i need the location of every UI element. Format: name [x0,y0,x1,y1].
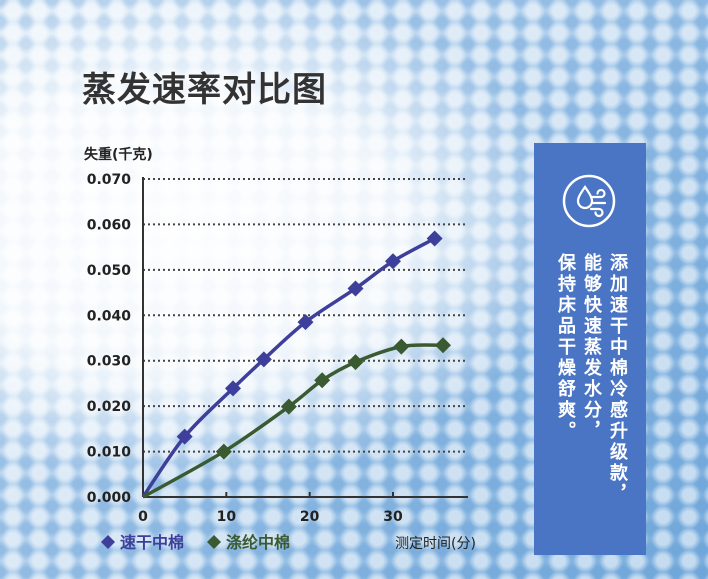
feature-line-3: 保持床品干燥舒爽。 [555,253,576,442]
data-point-1 [176,428,193,445]
data-point-1 [426,230,443,247]
y-tick-labels: 0.000 0.010 0.020 0.030 0.040 0.050 0.060 0.070 [87,172,132,506]
x-tick-label: 30 [383,509,403,525]
data-point-2 [215,443,232,460]
data-point-2 [280,398,297,415]
y-axis-label: 失重(千克) [84,146,153,163]
x-tick-label: 10 [217,509,237,525]
wind-drop-icon [562,174,616,228]
x-axis-label: 测定时间(分) [395,536,476,552]
page-title: 蒸发速率对比图 [82,70,327,110]
x-tick-label: 20 [300,509,320,525]
data-point-2 [435,337,451,354]
data-point-1 [385,253,401,270]
data-point-1 [225,380,241,397]
data-point-2 [314,372,331,389]
legend-marker-1 [101,535,115,549]
series-line-2 [142,343,444,499]
y-tick-label: 0.030 [87,354,132,370]
data-point-1 [255,351,272,368]
y-tick-label: 0.020 [87,399,132,415]
series-group [141,230,451,499]
y-tick-label: 0.010 [87,445,132,461]
y-tick-label: 0.000 [87,490,132,506]
data-point-1 [347,280,364,297]
data-point-1 [297,314,314,331]
series-line-1 [141,236,436,498]
legend-label-1: 速干中棉 [120,533,184,552]
x-tick-label: 0 [138,509,148,525]
grid-lines [143,178,468,453]
feature-description: 添加速干中棉冷感升级款， 能够快速蒸发水分， 保持床品干燥舒爽。 [552,253,630,543]
data-point-2 [347,354,364,371]
y-tick-label: 0.050 [87,263,132,279]
legend: 速干中棉 涤纶中棉 [101,533,290,552]
legend-label-2: 涤纶中棉 [226,533,290,552]
y-tick-label: 0.060 [87,217,132,233]
feature-panel: 添加速干中棉冷感升级款， 能够快速蒸发水分， 保持床品干燥舒爽。 [534,143,646,555]
y-tick-label: 0.070 [87,172,132,188]
x-tick-labels: 0 10 20 30 [138,509,403,525]
feature-line-2: 能够快速蒸发水分， [581,253,602,442]
y-tick-label: 0.040 [87,308,132,324]
legend-marker-2 [207,535,221,549]
data-point-2 [393,338,410,355]
axes [142,177,468,498]
feature-line-1: 添加速干中棉冷感升级款， [607,253,628,505]
